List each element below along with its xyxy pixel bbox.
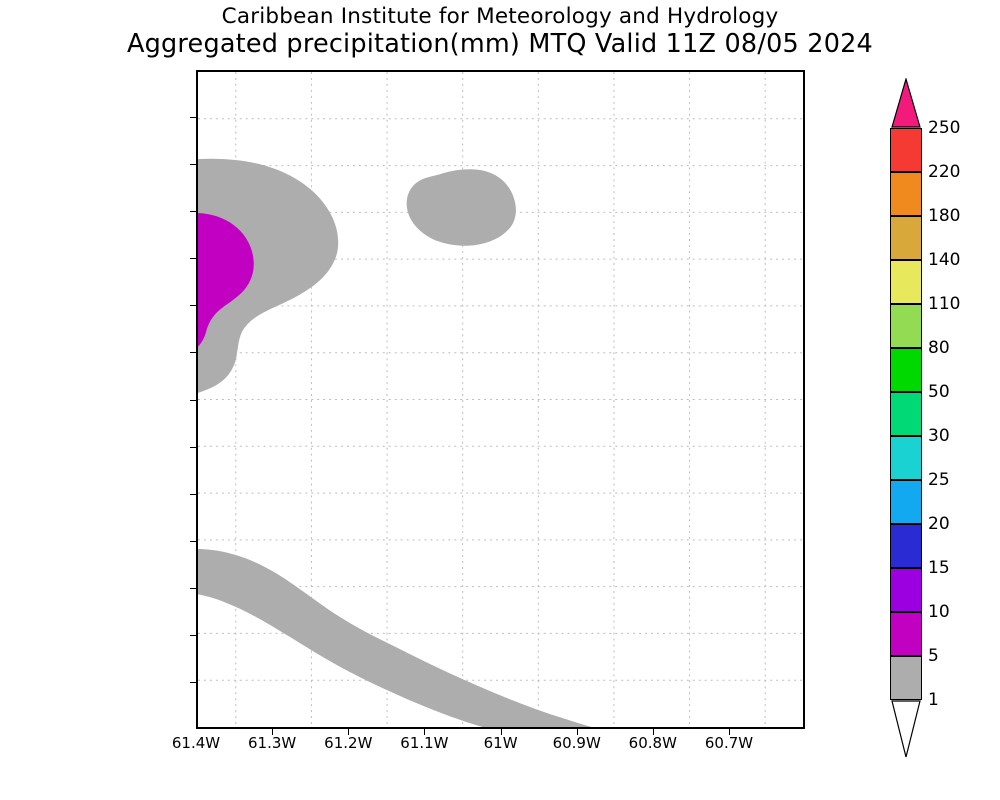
colorbar-label-6: 50 [928,382,950,402]
colorbar-segment-220 [890,172,922,216]
y-axis-tick-3 [190,211,197,213]
y-axis-tick-4 [190,258,197,260]
map-canvas [198,72,803,727]
x-axis-tick-5 [576,729,578,735]
chart-title-block: Caribbean Institute for Meteorology and … [0,4,1000,59]
colorbar-label-13: 1 [928,690,939,710]
colorbar-segment-30 [890,436,922,480]
colorbar-label-10: 15 [928,558,950,578]
y-axis-tick-9 [190,493,197,495]
y-axis-tick-7 [190,399,197,401]
colorbar-underflow-arrow-icon [891,700,921,758]
x-axis-tick-7 [729,729,730,735]
colorbar-label-1: 220 [928,162,961,182]
x-axis-label-2: 61.2W [324,734,373,752]
colorbar-label-4: 110 [928,294,961,314]
colorbar-label-0: 250 [928,118,961,138]
x-axis-label-7: 60.7W [704,734,754,752]
y-axis-tick-10 [190,540,197,542]
colorbar-segment-250 [890,128,922,172]
contour-nw-magenta-5to10 [198,213,254,347]
colorbar-overflow-arrow-icon [891,78,921,128]
x-axis-label-0: 61.4W [171,734,221,752]
x-axis-label-5: 60.9W [552,734,601,752]
colorbar-segment-5 [890,656,922,700]
precipitation-contours [198,158,592,727]
contour-north-central-gray-1to5 [406,169,516,246]
x-axis-label-3: 61.1W [400,734,449,752]
colorbar-label-11: 10 [928,602,950,622]
colorbar-label-9: 20 [928,514,950,534]
y-axis-tick-2 [190,164,197,166]
contour-nw-gray-1to5 [198,158,339,393]
contour-south-band-gray-1to5 [198,548,592,727]
colorbar-segment-180 [890,216,922,260]
y-axis-tick-8 [190,446,197,448]
colorbar-label-5: 80 [928,338,950,358]
colorbar-label-2: 180 [928,206,961,226]
y-axis-tick-13 [190,681,197,683]
y-axis-tick-5 [190,305,197,307]
colorbar-segment-110 [890,304,922,348]
colorbar-segment-50 [890,392,922,436]
colorbar-segment-140 [890,260,922,304]
y-axis-tick-11 [190,587,197,589]
colorbar-segment-20 [890,524,922,568]
page-title: Aggregated precipitation(mm) MTQ Valid 1… [127,29,873,59]
y-axis-tick-1 [190,117,197,119]
colorbar-label-7: 30 [928,426,950,446]
x-axis-tick-2 [348,729,350,735]
colorbar-label-3: 140 [928,250,961,270]
x-axis-label-6: 60.8W [628,734,677,752]
x-axis-label-4: 61W [483,734,518,752]
x-axis-tick-4 [500,729,502,735]
colorbar-segment-25 [890,480,922,524]
institute-title: Caribbean Institute for Meteorology and … [221,4,779,29]
x-axis-tick-6 [652,729,654,735]
colorbar-segment-10 [890,612,922,656]
colorbar-label-12: 5 [928,646,939,666]
x-axis-label-1: 61.3W [247,734,297,752]
colorbar-label-8: 25 [928,470,950,490]
y-axis-tick-6 [190,352,197,354]
precipitation-colorbar: 250 220 180 140 110 80 50 30 25 20 15 10… [890,78,1000,758]
x-axis-tick-3 [424,729,426,735]
y-axis-tick-12 [190,634,197,636]
x-axis-tick-1 [272,729,274,735]
colorbar-segment-80 [890,348,922,392]
map-plot-area [196,70,805,729]
colorbar-segment-15 [890,568,922,612]
